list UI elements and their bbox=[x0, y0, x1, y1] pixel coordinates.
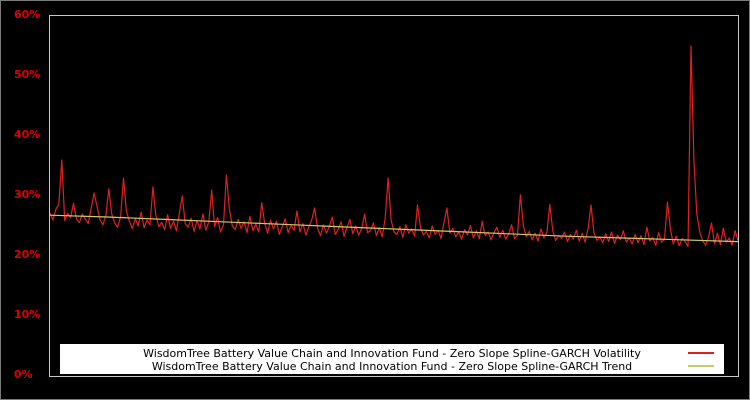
y-axis-tick-label: 50% bbox=[14, 68, 41, 81]
line-chart bbox=[50, 45, 738, 247]
plot-area: WisdomTree Battery Value Chain and Innov… bbox=[49, 15, 739, 377]
y-axis-tick-label: 0% bbox=[14, 368, 33, 381]
y-axis-tick-label: 30% bbox=[14, 188, 41, 201]
y-axis-tick-label: 40% bbox=[14, 128, 41, 141]
y-axis-tick-label: 60% bbox=[14, 8, 41, 21]
legend-label-trend: WisdomTree Battery Value Chain and Innov… bbox=[151, 360, 633, 373]
legend-entry-trend: WisdomTree Battery Value Chain and Innov… bbox=[60, 359, 724, 373]
y-axis-tick-label: 10% bbox=[14, 308, 41, 321]
legend: WisdomTree Battery Value Chain and Innov… bbox=[60, 344, 724, 374]
legend-label-volatility: WisdomTree Battery Value Chain and Innov… bbox=[143, 347, 641, 360]
legend-line-sample-volatility bbox=[688, 352, 714, 354]
legend-line-sample-trend bbox=[688, 365, 714, 367]
legend-entry-volatility: WisdomTree Battery Value Chain and Innov… bbox=[60, 346, 724, 360]
y-axis-tick-label: 20% bbox=[14, 248, 41, 261]
